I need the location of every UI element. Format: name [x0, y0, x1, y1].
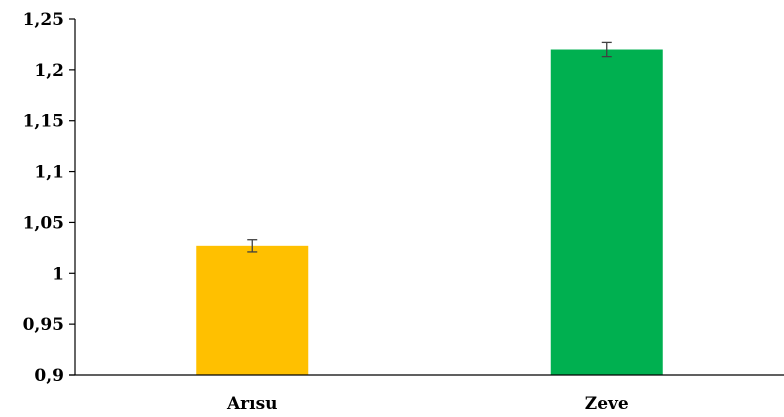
error-bar	[601, 41, 612, 58]
y-tick-label: 1,15	[23, 112, 64, 132]
bar-zeve	[550, 49, 663, 376]
bars	[196, 49, 663, 376]
error-bars	[247, 41, 612, 253]
y-tick-label: 1,05	[23, 213, 64, 233]
error-bar	[247, 239, 258, 253]
x-category-label: Zeve	[585, 394, 629, 414]
y-tick-label: 1,1	[34, 163, 64, 183]
y-tick-label: 0,9	[34, 366, 64, 386]
y-tick-label: 0,95	[23, 315, 64, 335]
x-category-label: Arısu	[226, 394, 278, 414]
y-tick-label: 1	[52, 264, 64, 284]
bar-ar-su	[196, 245, 309, 375]
y-axis: 0,9 0,95 1 1,05 1,1 1,15 1,2 1,25	[23, 10, 76, 386]
y-tick-label: 1,25	[23, 10, 64, 30]
x-axis: Arısu Zeve	[69, 374, 784, 414]
y-tick-label: 1,2	[34, 61, 64, 81]
